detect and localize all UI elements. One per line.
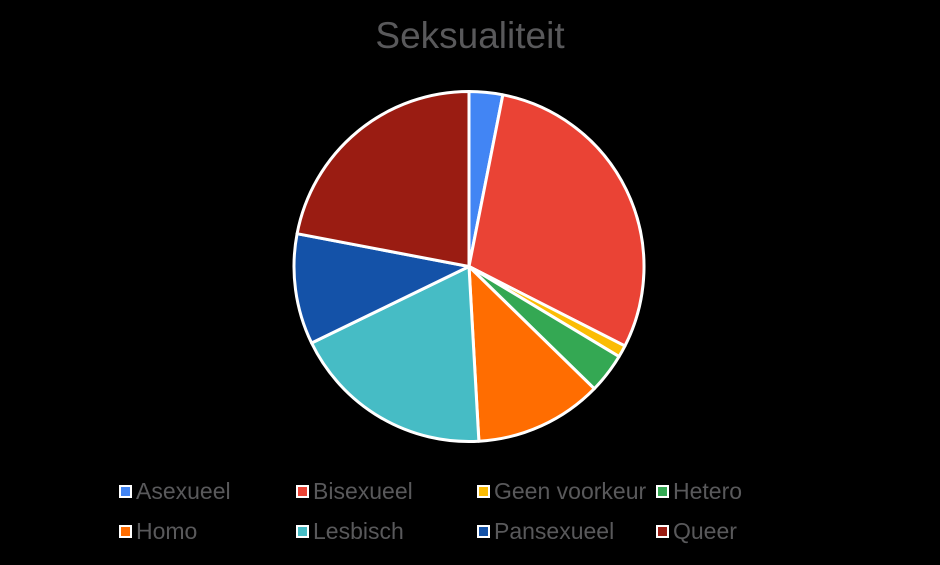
legend-label-asexueel: Asexueel [136,478,231,504]
legend-item-hetero: Hetero [656,478,742,504]
legend-label-lesbisch: Lesbisch [313,518,404,544]
legend-label-queer: Queer [673,518,737,544]
geen-voorkeur-swatch-icon [477,484,490,498]
legend-label-pansexueel: Pansexueel [494,518,615,544]
legend-item-bisexueel: Bisexueel [296,478,413,504]
legend-item-asexueel: Asexueel [119,478,231,504]
pie-slice-homo[interactable] [467,265,596,443]
pie-slice-queer[interactable] [295,90,471,268]
legend-label-bisexueel: Bisexueel [313,478,413,504]
bisexueel-swatch-icon [296,484,309,498]
legend-item-geen-voorkeur: Geen voorkeur [477,478,646,504]
queer-swatch-icon [656,524,669,538]
legend-item-pansexueel: Pansexueel [477,518,614,544]
pansexueel-swatch-icon [477,524,490,538]
legend-label-hetero: Hetero [673,478,743,504]
pie-slice-pansexueel[interactable] [292,232,471,345]
legend-item-lesbisch: Lesbisch [296,518,404,544]
legend-label-homo: Homo [136,518,198,544]
pie-slice-lesbisch[interactable] [310,265,481,443]
legend-label-geen-voorkeur: Geen voorkeur [494,478,647,504]
asexueel-swatch-icon [119,484,132,498]
pie-slice-bisexueel[interactable] [467,93,646,348]
homo-swatch-icon [119,524,132,538]
hetero-swatch-icon [656,484,669,498]
legend-item-queer: Queer [656,518,737,544]
legend-item-homo: Homo [119,518,197,544]
lesbisch-swatch-icon [296,524,309,538]
chart-title: Seksualiteit [375,15,565,56]
